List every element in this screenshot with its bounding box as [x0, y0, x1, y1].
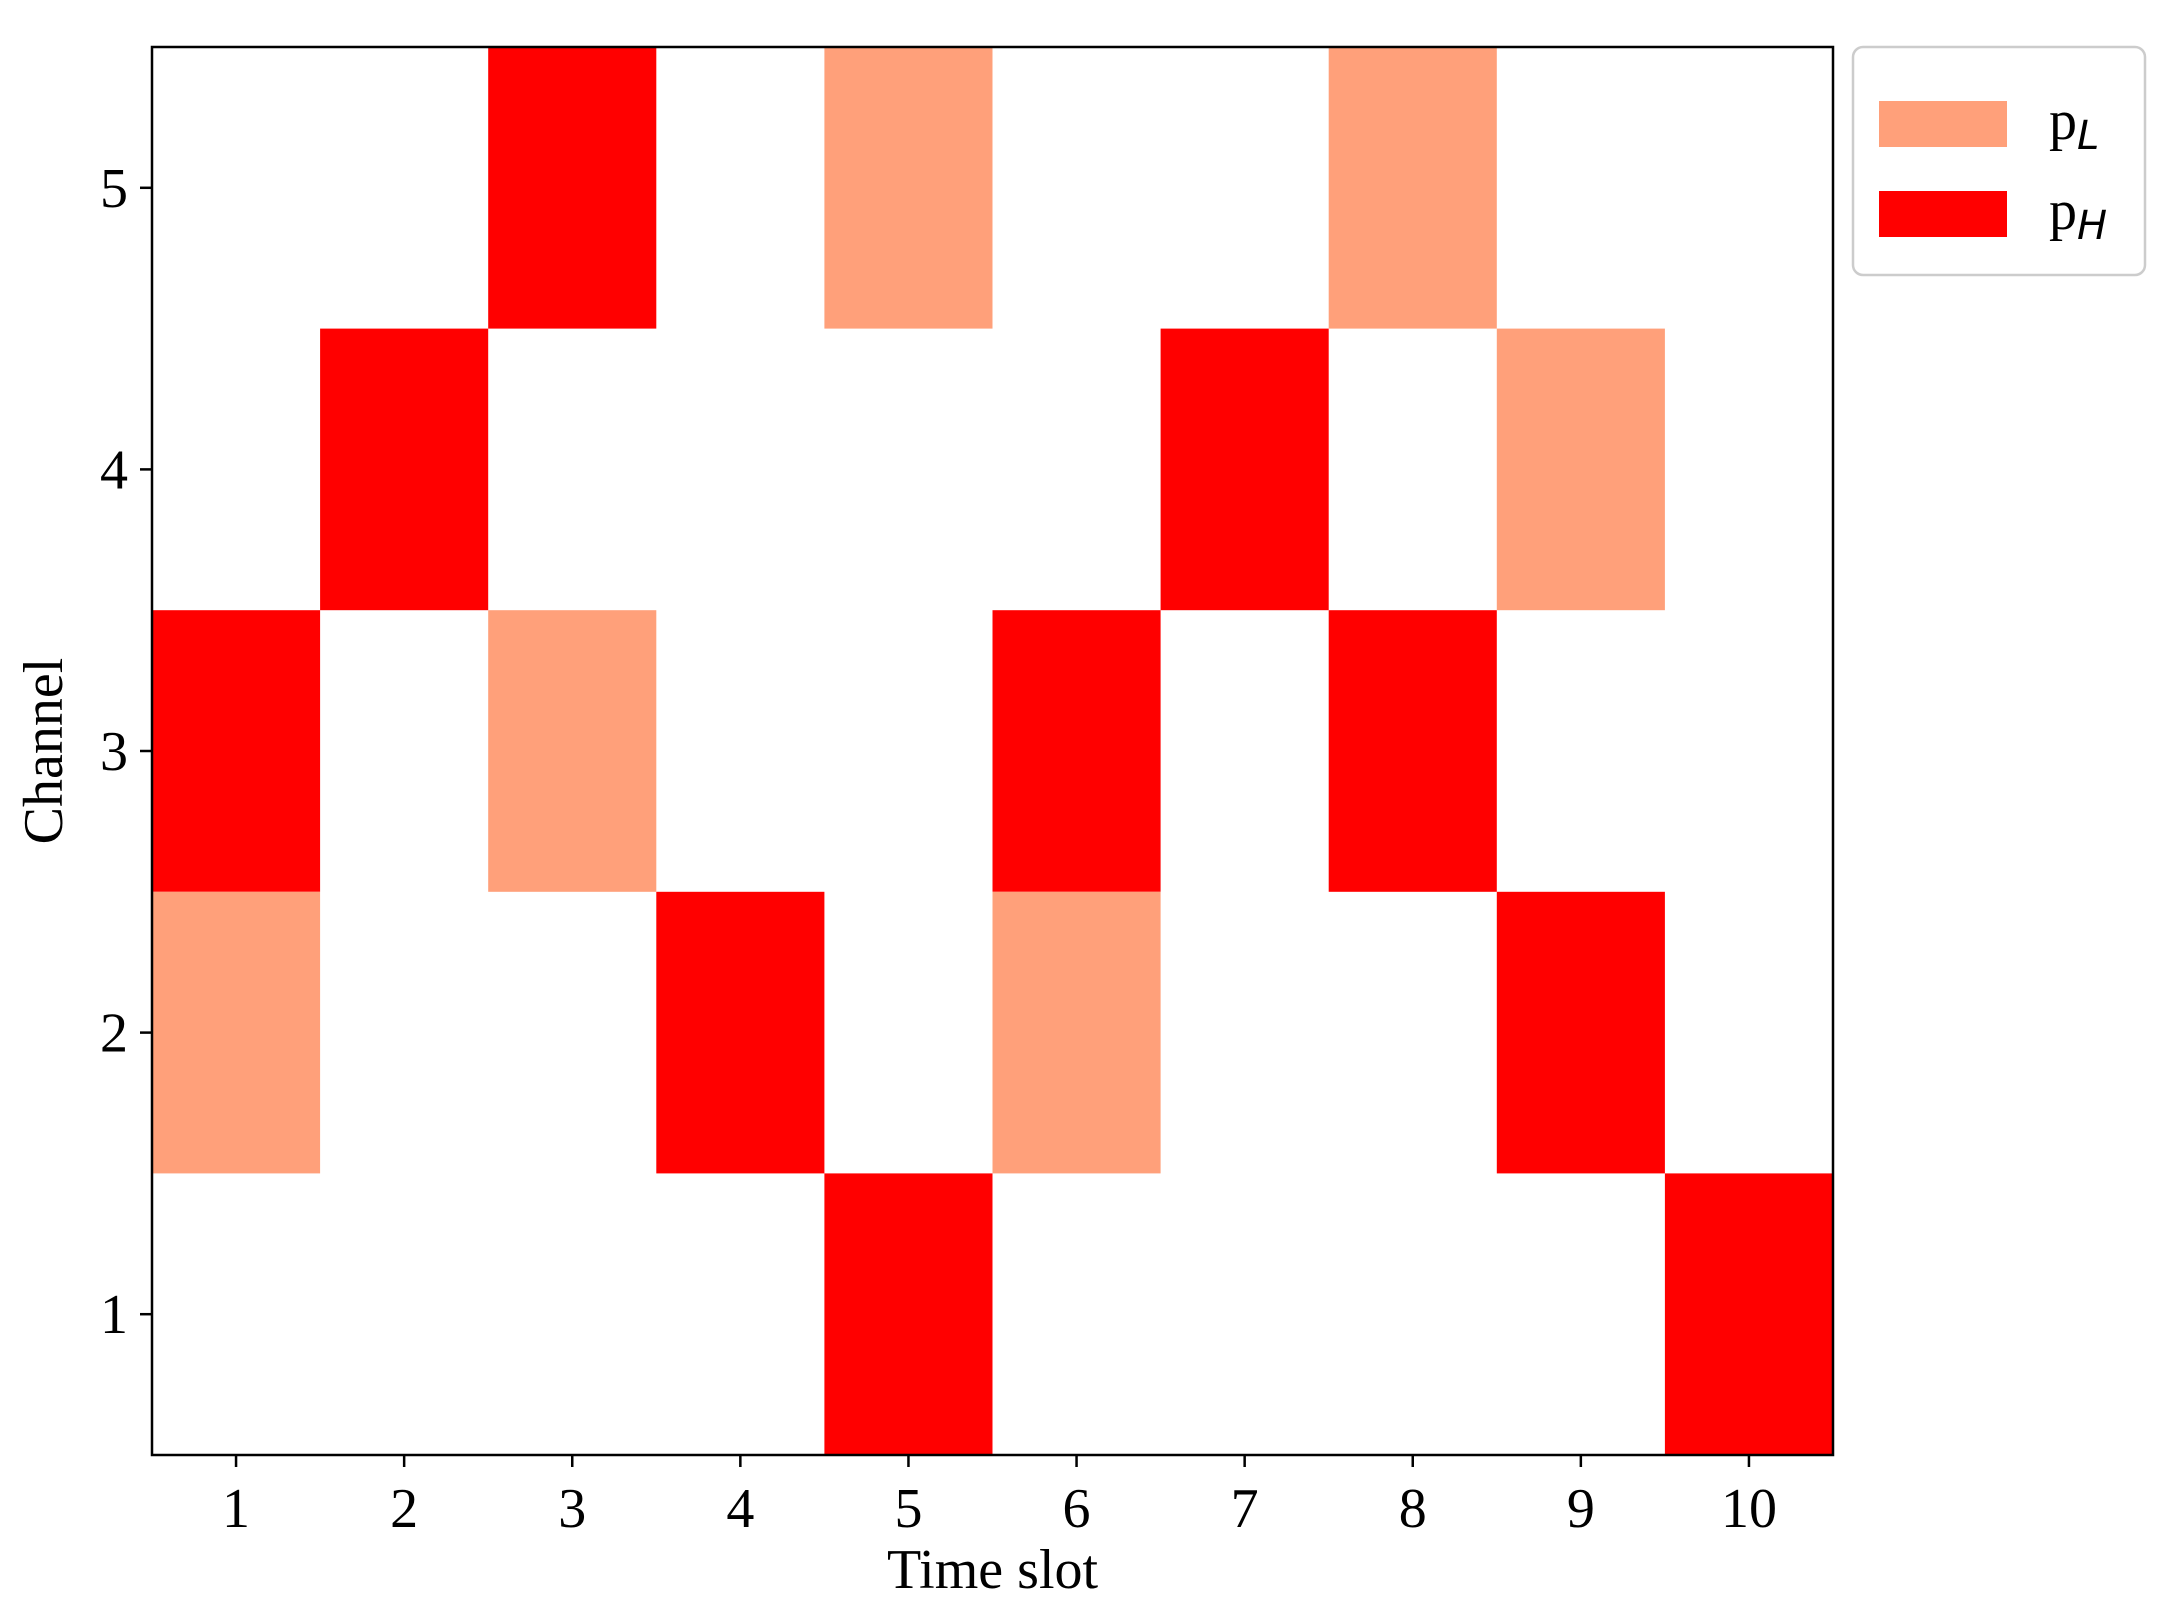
- legend-label-pH: pH: [2049, 180, 2107, 249]
- heatmap-cell-t5-c5: [824, 47, 993, 329]
- heatmap-cell-t7-c4: [1160, 328, 1329, 611]
- x-tick-label: 5: [894, 1478, 922, 1540]
- x-axis-ticks: 1 2 3 4 5 6 7 8 9 10: [222, 1455, 1777, 1540]
- heatmap-cell-t5-c1: [824, 1173, 993, 1455]
- heatmap-cell-t9-c4: [1496, 328, 1665, 611]
- y-tick-label: 4: [100, 439, 128, 501]
- y-axis-label: Channel: [13, 658, 75, 845]
- x-tick-label: 10: [1721, 1478, 1777, 1540]
- y-tick-label: 1: [100, 1284, 128, 1346]
- heatmap-cell-t6-c3: [992, 610, 1161, 892]
- heatmap-cell-t3-c3: [488, 610, 657, 892]
- heatmap-cell-t10-c1: [1664, 1173, 1833, 1455]
- x-tick-label: 3: [558, 1478, 586, 1540]
- y-tick-label: 5: [100, 158, 128, 220]
- x-tick-label: 9: [1567, 1478, 1595, 1540]
- heatmap-cell-t4-c2: [656, 891, 825, 1174]
- heatmap-cell-t2-c4: [320, 328, 489, 611]
- legend: pL pH: [1851, 45, 2147, 277]
- x-tick-label: 2: [390, 1478, 418, 1540]
- heatmap-cell-t9-c2: [1496, 891, 1665, 1174]
- y-axis-ticks: 1 2 3 4 5: [100, 158, 152, 1346]
- x-axis-label: Time slot: [887, 1539, 1099, 1601]
- legend-swatch-pL: [1879, 101, 2007, 147]
- heatmap-cell-t8-c3: [1328, 610, 1497, 892]
- y-tick-label: 2: [100, 1003, 128, 1065]
- heatmap-cell-t6-c2: [992, 891, 1161, 1174]
- heatmap-cell-t1-c3: [152, 610, 321, 892]
- heatmap-cells: [152, 47, 1833, 1455]
- x-tick-label: 7: [1231, 1478, 1259, 1540]
- x-tick-label: 4: [726, 1478, 754, 1540]
- x-tick-label: 1: [222, 1478, 250, 1540]
- y-tick-label: 3: [100, 721, 128, 783]
- heatmap-cell-t8-c5: [1328, 47, 1497, 329]
- heatmap-cell-t3-c5: [488, 47, 657, 329]
- legend-label-pL: pL: [2049, 90, 2099, 159]
- x-tick-label: 6: [1063, 1478, 1091, 1540]
- x-tick-label: 8: [1399, 1478, 1427, 1540]
- legend-swatch-pH: [1879, 191, 2007, 237]
- heatmap-cell-t1-c2: [152, 891, 321, 1174]
